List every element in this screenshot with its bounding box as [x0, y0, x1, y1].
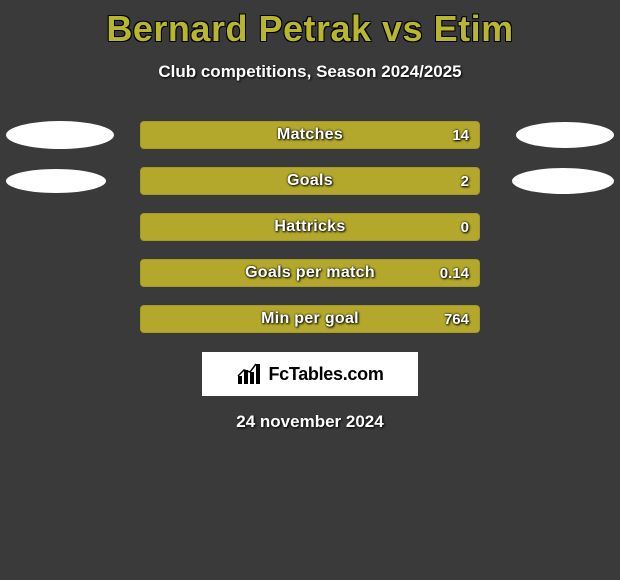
stat-row: Goals per match 0.14 — [0, 250, 620, 296]
right-ellipse-icon — [516, 122, 614, 148]
fctables-logo: FcTables.com — [202, 352, 418, 396]
stat-row: Goals 2 — [0, 158, 620, 204]
stat-bar: Goals per match 0.14 — [140, 259, 480, 287]
stat-value: 0.14 — [440, 265, 469, 282]
stat-row: Matches 14 — [0, 112, 620, 158]
stat-bar: Min per goal 764 — [140, 305, 480, 333]
subtitle: Club competitions, Season 2024/2025 — [0, 62, 620, 82]
stat-row: Min per goal 764 — [0, 296, 620, 342]
stat-value: 0 — [461, 219, 469, 236]
bars-icon — [236, 362, 264, 386]
stat-bar: Goals 2 — [140, 167, 480, 195]
stat-bar: Matches 14 — [140, 121, 480, 149]
stat-label: Min per goal — [261, 310, 359, 328]
stat-label: Hattricks — [274, 218, 345, 236]
right-ellipse-icon — [512, 168, 614, 194]
stat-value: 14 — [452, 127, 469, 144]
page-title: Bernard Petrak vs Etim — [0, 0, 620, 50]
stat-value: 764 — [444, 311, 469, 328]
stat-label: Matches — [277, 126, 343, 144]
stat-row: Hattricks 0 — [0, 204, 620, 250]
stat-label: Goals — [287, 172, 333, 190]
stat-label: Goals per match — [245, 264, 375, 282]
stat-value: 2 — [461, 173, 469, 190]
left-ellipse-icon — [6, 121, 114, 149]
left-ellipse-icon — [6, 169, 106, 193]
logo-text: FcTables.com — [268, 364, 383, 385]
date-label: 24 november 2024 — [0, 412, 620, 432]
stat-bar: Hattricks 0 — [140, 213, 480, 241]
stats-chart: Matches 14 Goals 2 Hattricks 0 Goals per… — [0, 112, 620, 342]
